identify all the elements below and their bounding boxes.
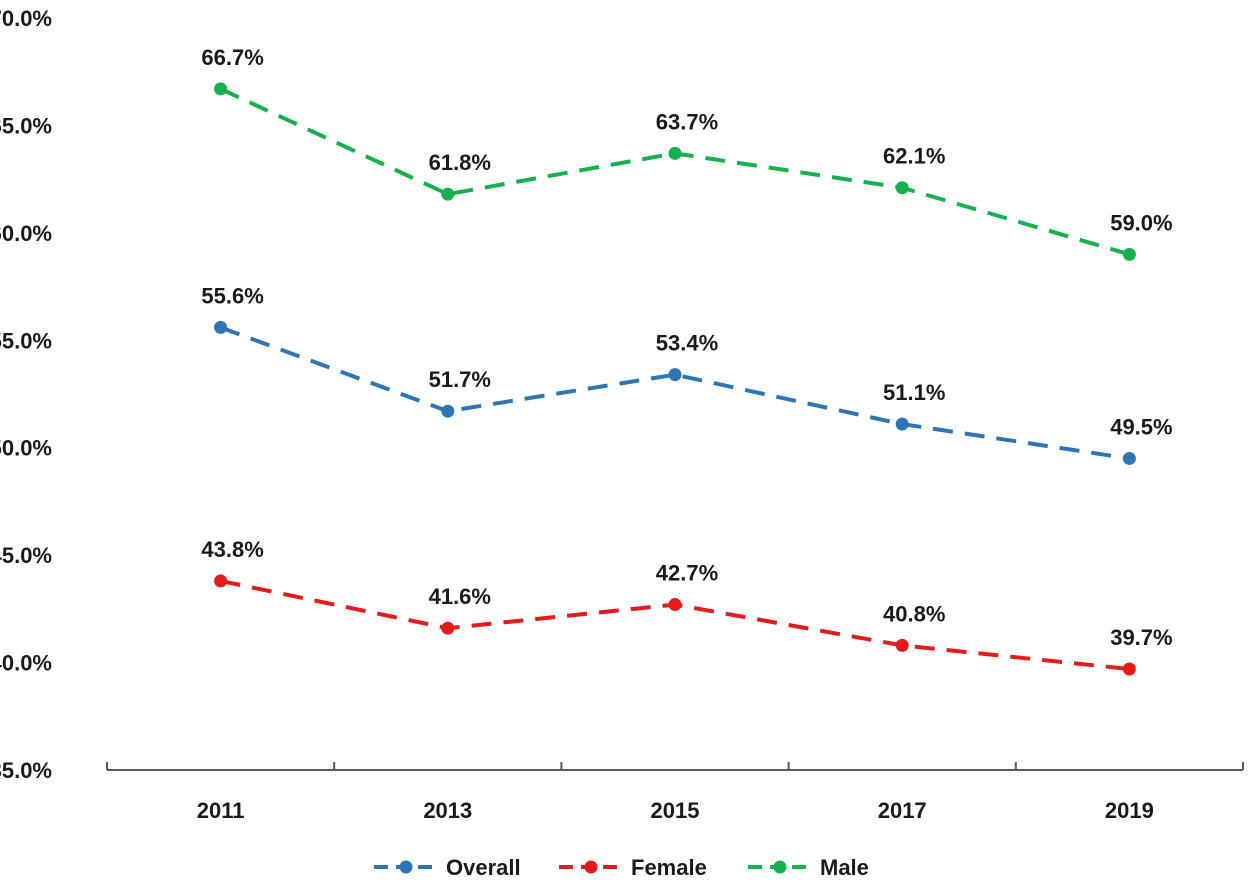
data-label-overall: 49.5% <box>1110 414 1172 439</box>
y-tick-label: 45.0% <box>0 543 52 568</box>
data-label-male: 61.8% <box>429 150 491 175</box>
data-label-overall: 55.6% <box>201 283 263 308</box>
x-axis: 2011 2013 2015 2017 2019 <box>106 762 1244 823</box>
data-point-female <box>668 598 682 612</box>
y-tick-label: 35.0% <box>0 758 52 783</box>
data-label-overall: 51.1% <box>883 380 945 405</box>
legend-marker-overall <box>399 860 413 874</box>
y-tick-label: 40.0% <box>0 651 52 676</box>
series-line-female <box>220 578 1130 672</box>
data-point-overall <box>214 320 228 334</box>
data-point-overall <box>1122 451 1136 465</box>
series-line-overall <box>219 325 1130 461</box>
y-tick-label: 50.0% <box>0 436 52 461</box>
data-label-overall: 53.4% <box>656 331 718 356</box>
data-point-male <box>895 181 909 195</box>
data-point-female <box>214 574 228 588</box>
y-tick-label: 70.0% <box>0 6 52 31</box>
y-axis: 35.0% 40.0% 45.0% 50.0% 55.0% 60.0% 65.0% 70.0% <box>0 6 52 783</box>
data-label-male: 66.7% <box>201 45 263 70</box>
data-label-overall: 51.7% <box>429 367 491 392</box>
legend-label-overall: Overall <box>446 855 521 880</box>
x-tick-label: 2019 <box>1105 798 1154 823</box>
data-label-female: 42.7% <box>656 561 718 586</box>
data-label-male: 62.1% <box>883 144 945 169</box>
data-point-overall <box>668 368 682 382</box>
x-tick-label: 2013 <box>423 798 472 823</box>
data-point-male <box>214 82 228 96</box>
x-tick-label: 2017 <box>878 798 927 823</box>
legend-marker-female <box>584 860 598 874</box>
y-tick-label: 65.0% <box>0 113 52 138</box>
data-point-female <box>895 638 909 652</box>
data-label-male: 63.7% <box>656 109 718 134</box>
x-tick-label: 2011 <box>197 798 245 823</box>
legend: Overall Female Male <box>374 855 869 880</box>
data-point-male <box>668 146 682 160</box>
data-label-female: 43.8% <box>201 537 263 562</box>
data-label-male: 59.0% <box>1110 210 1172 235</box>
data-label-female: 41.6% <box>429 584 491 609</box>
data-label-female: 40.8% <box>883 601 945 626</box>
legend-label-female: Female <box>631 855 707 880</box>
data-label-female: 39.7% <box>1110 625 1172 650</box>
legend-marker-male <box>773 860 787 874</box>
series-layer: 55.6% 51.7% 53.4% 51.1% 49.5% 43.8% 41.6% 42.7%… <box>201 45 1173 676</box>
legend-label-male: Male <box>820 855 869 880</box>
data-point-female <box>441 621 455 635</box>
y-tick-label: 60.0% <box>0 221 52 246</box>
data-point-male <box>1122 247 1136 261</box>
data-point-male <box>441 187 455 201</box>
y-tick-label: 55.0% <box>0 328 52 353</box>
x-tick-label: 2015 <box>651 798 700 823</box>
data-point-overall <box>441 404 455 418</box>
data-point-overall <box>895 417 909 431</box>
data-point-female <box>1122 662 1136 676</box>
